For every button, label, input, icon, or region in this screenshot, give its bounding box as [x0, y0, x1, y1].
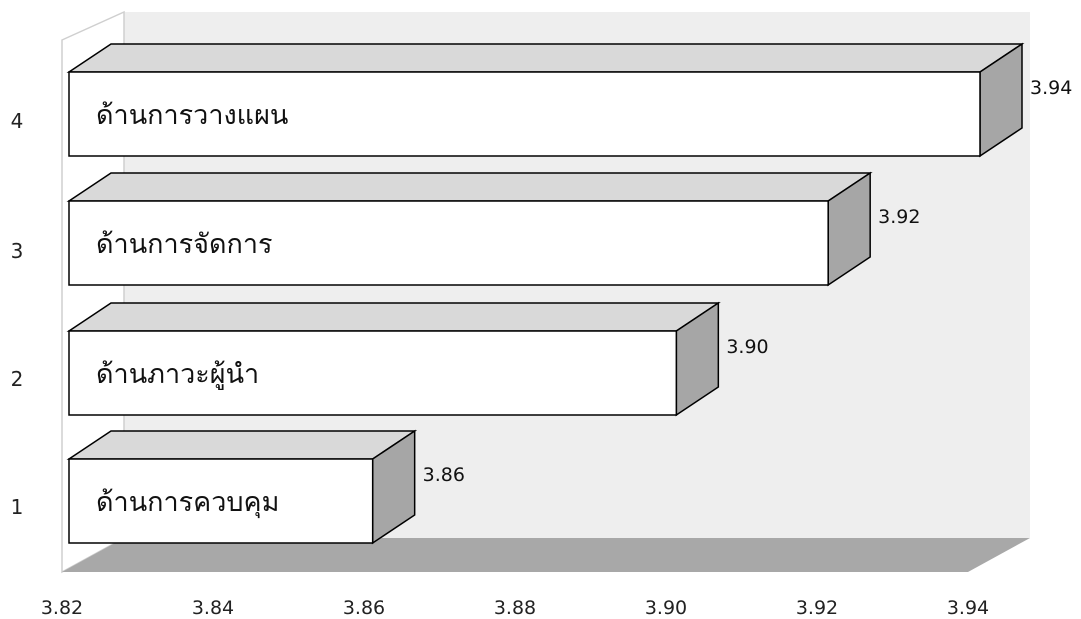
bar-front-face: [68, 200, 829, 286]
bar-top-face: [66, 430, 418, 460]
bar-4: ด้านการวางแผน: [66, 42, 1025, 158]
x-tick-label: 3.90: [645, 597, 687, 619]
bar-1: ด้านการควบคุม: [66, 429, 418, 545]
bar-top-face: [66, 43, 1025, 73]
chart-floor: [62, 538, 1030, 572]
bar-front-face: [68, 71, 981, 157]
bar-front-face: [68, 458, 374, 544]
bars-group: ด้านการควบคุม ด้านภาวะผู้นำ ด้านการจัดการ ด…: [66, 42, 1025, 545]
bar-top-face: [66, 302, 721, 332]
category-label: 1: [11, 495, 24, 519]
value-labels-group: 3.86 3.90 3.92 3.94: [423, 77, 1073, 486]
bar-front-face: [68, 330, 678, 416]
x-tick-label: 3.92: [796, 597, 838, 619]
bar-text-label: ด้านภาวะผู้นำ: [96, 359, 259, 390]
data-label: 3.92: [878, 206, 920, 228]
data-label: 3.90: [726, 336, 768, 358]
x-axis-ticks-group: 3.82 3.84 3.86 3.88 3.90 3.92 3.94: [41, 597, 989, 619]
bar-top-face: [66, 172, 873, 202]
x-tick-label: 3.82: [41, 597, 83, 619]
category-label: 2: [11, 367, 24, 391]
bar-2: ด้านภาวะผู้นำ: [66, 301, 721, 417]
category-label: 4: [11, 109, 24, 133]
category-labels-group: 1 2 3 4: [11, 109, 24, 519]
data-label: 3.86: [423, 464, 465, 486]
x-tick-label: 3.84: [192, 597, 234, 619]
data-label: 3.94: [1030, 77, 1072, 99]
bar-3: ด้านการจัดการ: [66, 171, 873, 287]
bar-text-label: ด้านการวางแผน: [96, 100, 288, 131]
x-tick-label: 3.94: [947, 597, 989, 619]
x-tick-label: 3.86: [343, 597, 385, 619]
bar-text-label: ด้านการจัดการ: [96, 229, 273, 260]
x-tick-label: 3.88: [494, 597, 536, 619]
bar-text-label: ด้านการควบคุม: [96, 487, 279, 519]
category-label: 3: [11, 239, 24, 263]
